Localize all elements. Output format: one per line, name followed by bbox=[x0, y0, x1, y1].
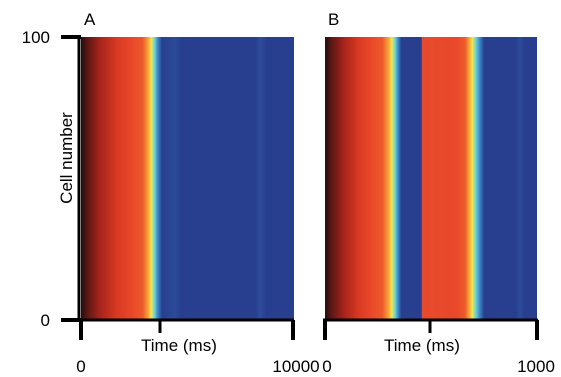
panel-b-label: B bbox=[328, 10, 339, 29]
y-tick-label-0: 0 bbox=[41, 311, 50, 330]
x-tick-label-b-1000: 1000 bbox=[517, 357, 555, 376]
x-tick-label-a-0: 0 bbox=[76, 357, 85, 376]
x-tick-label-a-10000: 10000 bbox=[272, 357, 319, 376]
panel-a-label: A bbox=[84, 10, 96, 29]
heatmap-a bbox=[81, 37, 294, 320]
heatmap-b bbox=[325, 37, 537, 320]
x-axis-label-a: Time (ms) bbox=[141, 336, 217, 355]
y-tick-label-100: 100 bbox=[22, 28, 50, 47]
x-axis-label-b: Time (ms) bbox=[384, 336, 460, 355]
panel-a: A 100 0 Cell number Time (ms) 0 10000 bbox=[22, 10, 320, 376]
y-axis-label: Cell number bbox=[57, 112, 76, 204]
panel-b: B Time (ms) 0 1000 bbox=[322, 10, 555, 376]
x-tick-label-b-0: 0 bbox=[322, 357, 331, 376]
